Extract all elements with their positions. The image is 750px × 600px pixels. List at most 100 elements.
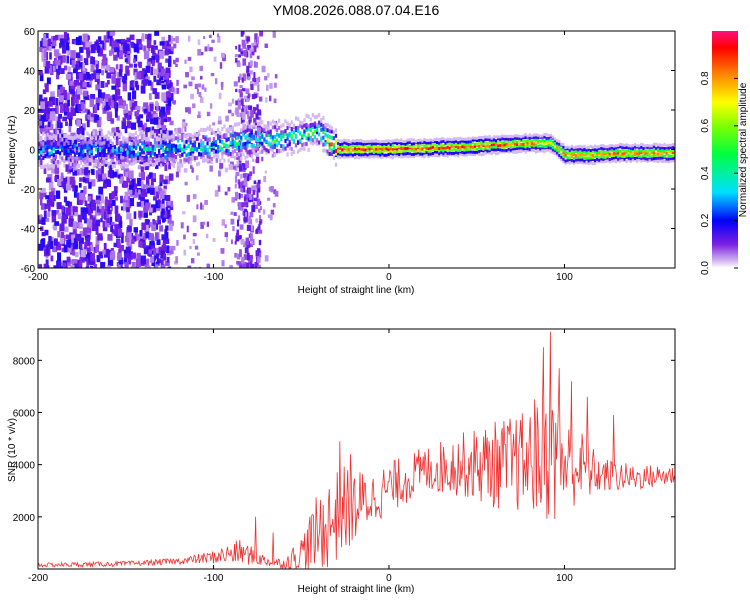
spectrogram-cell bbox=[259, 142, 262, 147]
spectrogram-cell bbox=[448, 146, 451, 150]
spectrogram-cell bbox=[168, 149, 171, 154]
spectrogram-cell bbox=[117, 252, 122, 261]
spectrogram-cell bbox=[155, 156, 159, 161]
spectrogram-cell bbox=[185, 145, 188, 150]
spectrogram-cell bbox=[379, 142, 382, 146]
spectrogram-cell bbox=[667, 143, 670, 147]
spectrogram-cell bbox=[55, 34, 59, 40]
spectrogram-cell bbox=[290, 151, 293, 156]
spectrogram-cell bbox=[257, 127, 260, 132]
spectrogram-cell bbox=[141, 157, 144, 162]
spectrogram-cell bbox=[90, 202, 97, 211]
spectrogram-cell bbox=[160, 138, 163, 143]
spectrogram-cell bbox=[564, 155, 567, 159]
spectrogram-cell bbox=[115, 92, 118, 101]
spectrogram-cell bbox=[145, 146, 148, 151]
spectrogram-cell bbox=[271, 119, 274, 124]
spectrogram-cell bbox=[95, 74, 100, 79]
spectrogram-cell bbox=[71, 234, 75, 243]
spectrogram-cell bbox=[581, 158, 584, 162]
spectrogram-cell bbox=[52, 65, 56, 72]
spectrogram-cell bbox=[433, 140, 437, 144]
spectrogram-cell bbox=[99, 206, 105, 215]
spectrogram-cell bbox=[423, 151, 426, 155]
spectrogram-cell bbox=[71, 136, 74, 141]
spectrogram-cell bbox=[435, 141, 439, 145]
snr-y-tick-label: 2000 bbox=[13, 513, 36, 524]
spectrogram-cell bbox=[214, 153, 218, 158]
spectrogram-cell bbox=[224, 167, 228, 173]
spectrogram-cell bbox=[56, 89, 61, 97]
spectrogram-cell bbox=[180, 222, 184, 229]
spectrogram-cell bbox=[81, 127, 85, 136]
spectrogram-cell bbox=[271, 125, 274, 130]
spectrogram-cell bbox=[572, 157, 576, 161]
spectrogram-cell bbox=[192, 239, 195, 245]
spectrogram-cell bbox=[292, 149, 295, 154]
spectrogram-cell bbox=[507, 147, 510, 151]
spectrogram-cell bbox=[524, 136, 527, 140]
spectrogram-cell bbox=[273, 98, 277, 104]
spectrogram-cell bbox=[604, 152, 607, 156]
spectrogram-cell bbox=[46, 265, 50, 268]
spectrogram-cell bbox=[596, 160, 599, 164]
spectrogram-cell bbox=[250, 130, 253, 135]
spectrogram-cell bbox=[273, 121, 277, 126]
spectrogram-cell bbox=[122, 82, 128, 92]
spectrogram-cell bbox=[246, 154, 249, 159]
spectrogram-cell bbox=[98, 116, 102, 126]
spectrogram-cell bbox=[166, 245, 170, 253]
spectrogram-cell bbox=[225, 138, 228, 143]
spectrogram-cell bbox=[65, 200, 70, 207]
spectrogram-cell bbox=[59, 160, 62, 165]
spectrogram-cell bbox=[126, 213, 132, 220]
spectrogram-cell bbox=[257, 84, 260, 92]
spectrogram-cell bbox=[572, 159, 576, 163]
spectrogram-cell bbox=[52, 164, 55, 169]
spectrogram-cell bbox=[120, 131, 123, 136]
spectrogram-cell bbox=[106, 72, 112, 79]
spectrogram-cell bbox=[494, 145, 498, 149]
spectrogram-cell bbox=[59, 235, 65, 244]
spectrogram-cell bbox=[393, 154, 397, 158]
spectrogram-cell bbox=[299, 147, 302, 152]
spectrogram-cell bbox=[488, 138, 491, 142]
spectrogram-cell bbox=[114, 109, 118, 118]
spectrogram-cell bbox=[541, 149, 544, 153]
spectrogram-cell bbox=[606, 147, 609, 151]
spectrogram-cell bbox=[155, 191, 160, 199]
spectrogram-cell bbox=[86, 148, 89, 153]
spectrogram-cell bbox=[113, 164, 117, 169]
spectrogram-cell bbox=[541, 140, 544, 144]
spectrogram-cell bbox=[391, 141, 394, 145]
spectrogram-cell bbox=[671, 146, 675, 150]
spectrogram-cell bbox=[391, 147, 394, 151]
spectrogram-cell bbox=[235, 232, 240, 237]
spectrogram-cell bbox=[83, 90, 88, 97]
spectrogram-cell bbox=[138, 61, 142, 68]
spectrogram-cell bbox=[75, 134, 79, 139]
spectrogram-cell bbox=[124, 163, 127, 168]
spectrogram-cell bbox=[245, 262, 250, 268]
spectrogram-cell bbox=[167, 70, 171, 78]
spectrogram-cell bbox=[62, 116, 68, 122]
spectrogram-cell bbox=[442, 149, 445, 153]
spectrogram-cell bbox=[208, 145, 211, 150]
spectrogram-cell bbox=[76, 233, 82, 241]
spectrogram-cell bbox=[591, 153, 595, 157]
spectrogram-cell bbox=[58, 99, 64, 106]
spectrogram-cell bbox=[398, 152, 401, 156]
spectrogram-cell bbox=[391, 143, 394, 147]
spectrogram-cell bbox=[469, 145, 472, 149]
spectrogram-cell bbox=[537, 149, 540, 153]
spectrogram-cell bbox=[313, 140, 317, 145]
spectrogram-cell bbox=[196, 252, 200, 256]
spectrogram-cell bbox=[395, 147, 399, 151]
spectrogram-cell bbox=[133, 58, 136, 63]
spectrogram-cell bbox=[92, 143, 95, 148]
spectrogram-cell bbox=[644, 151, 647, 155]
spectrogram-cell bbox=[161, 128, 168, 136]
spectrogram-cell bbox=[389, 149, 392, 153]
spectrogram-cell bbox=[171, 86, 175, 93]
spectrogram-cell bbox=[94, 136, 98, 141]
